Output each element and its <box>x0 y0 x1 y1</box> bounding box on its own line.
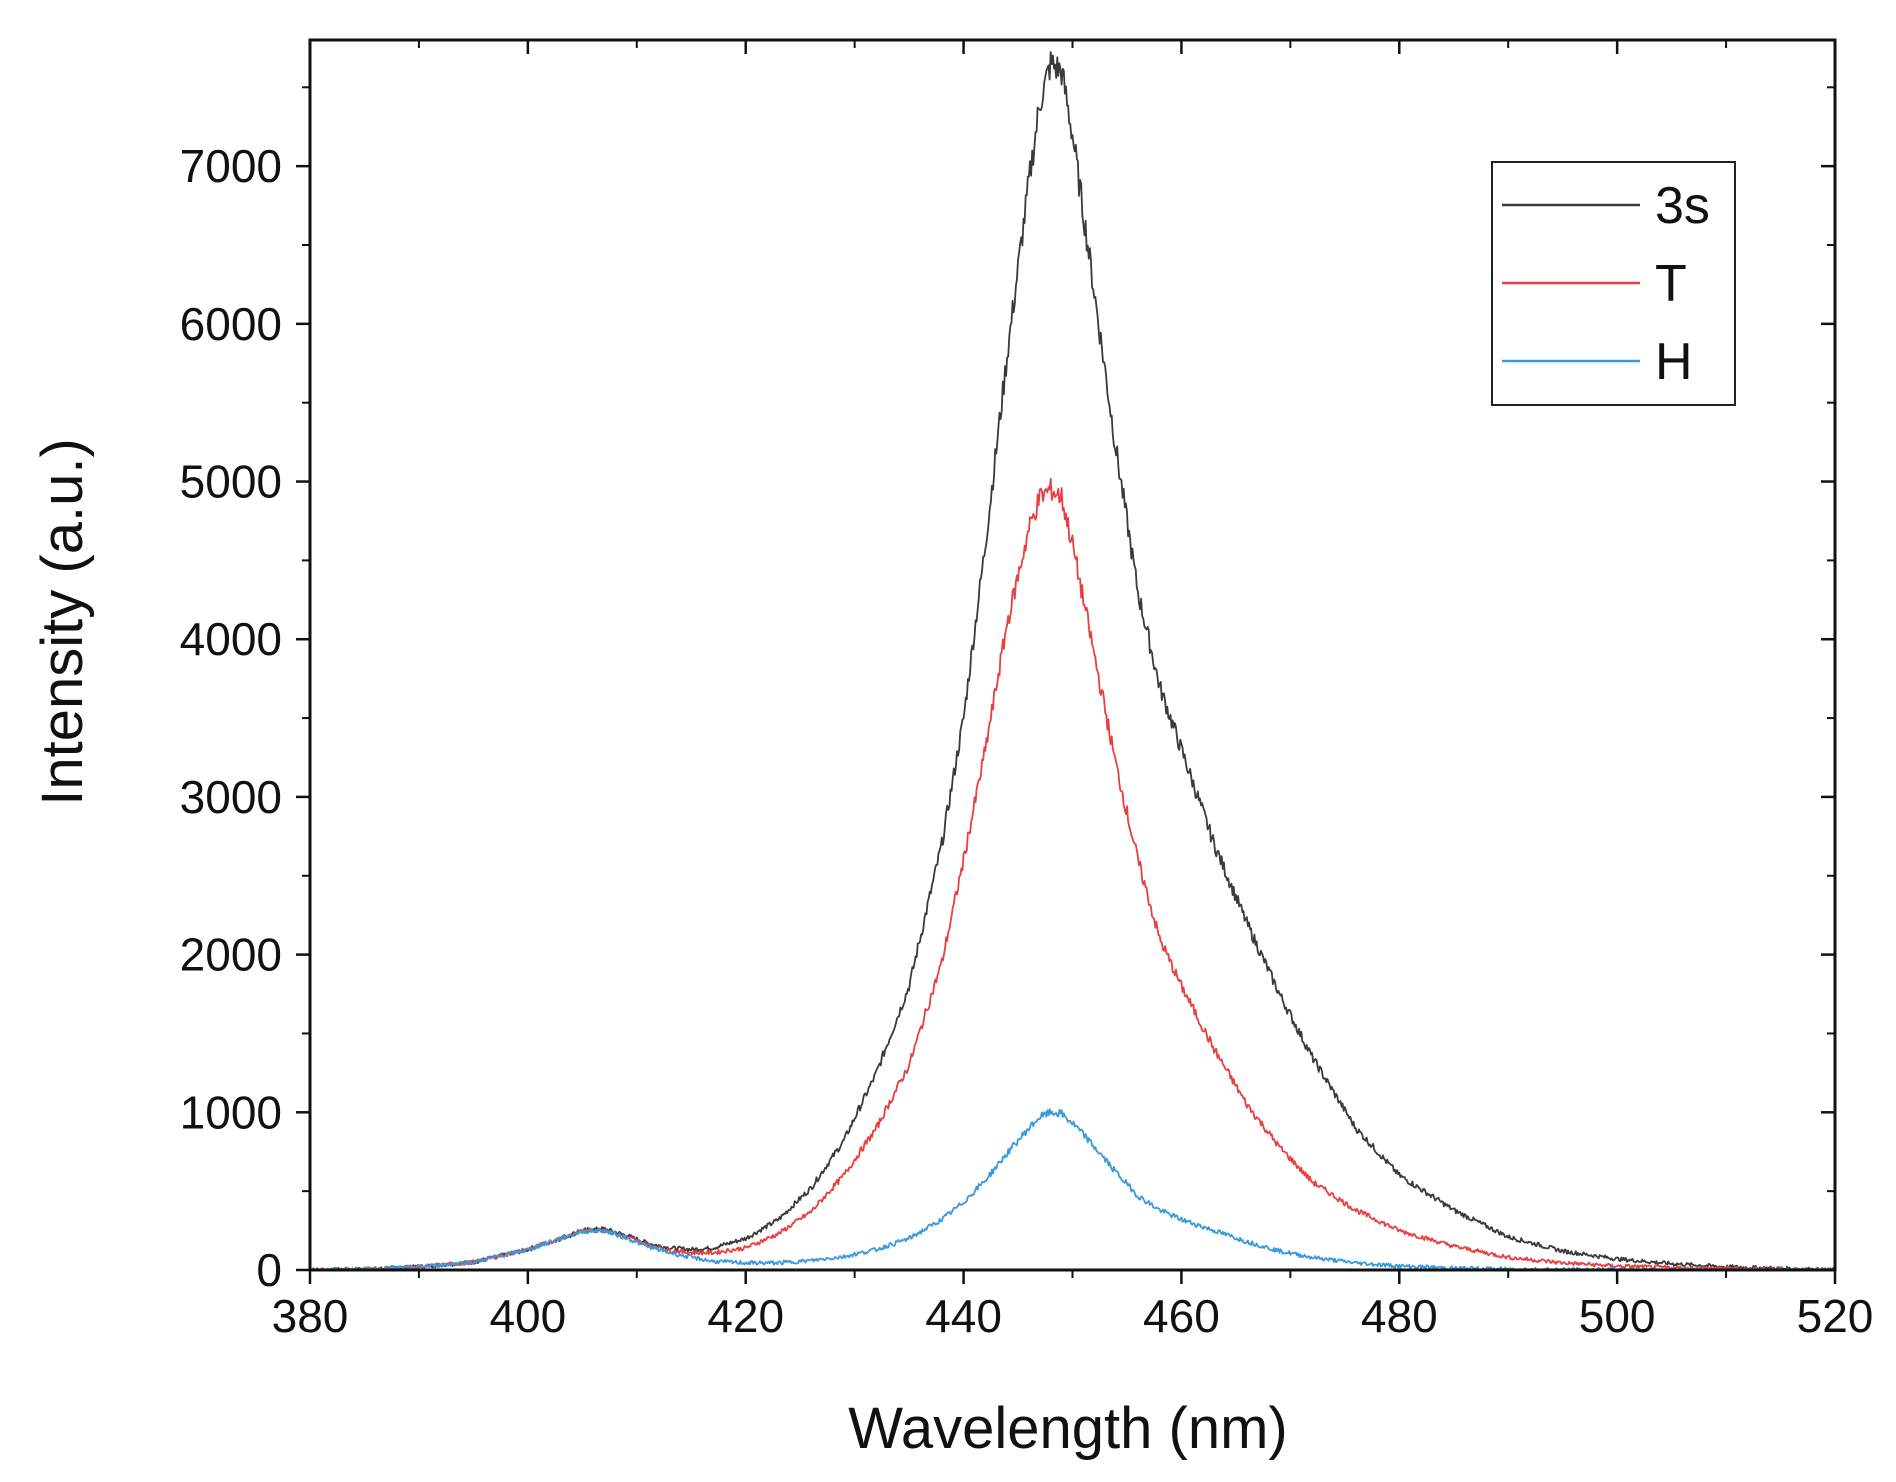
y-tick-label: 1000 <box>180 1086 282 1138</box>
x-tick-label: 480 <box>1361 1290 1438 1342</box>
series-line-h <box>310 1108 1836 1271</box>
legend-label-3s: 3s <box>1655 177 1710 235</box>
y-tick-label: 3000 <box>180 771 282 823</box>
y-tick-label: 4000 <box>180 613 282 665</box>
y-tick-label: 7000 <box>180 140 282 192</box>
x-tick-label: 400 <box>489 1290 566 1342</box>
x-axis-title: Wavelength (nm) <box>848 1396 1287 1461</box>
axis-ticks: 380 400 420 440 460 480 500 520 0 1000 2000 3000 400… <box>180 40 1874 1342</box>
x-tick-label: 440 <box>925 1290 1002 1342</box>
x-tick-label: 420 <box>707 1290 784 1342</box>
y-tick-label: 5000 <box>180 456 282 508</box>
legend-label-t: T <box>1655 255 1687 313</box>
y-tick-label: 0 <box>256 1244 282 1296</box>
x-tick-label: 460 <box>1143 1290 1220 1342</box>
legend: 3s T H <box>1491 161 1736 406</box>
series-line-t <box>310 477 1836 1271</box>
y-axis-title: Intensity (a.u.) <box>30 438 95 805</box>
x-tick-label: 520 <box>1797 1290 1874 1342</box>
x-tick-label: 500 <box>1579 1290 1656 1342</box>
y-tick-label: 2000 <box>180 929 282 981</box>
x-tick-label: 380 <box>272 1290 349 1342</box>
y-tick-label: 6000 <box>180 298 282 350</box>
legend-label-h: H <box>1655 333 1693 391</box>
